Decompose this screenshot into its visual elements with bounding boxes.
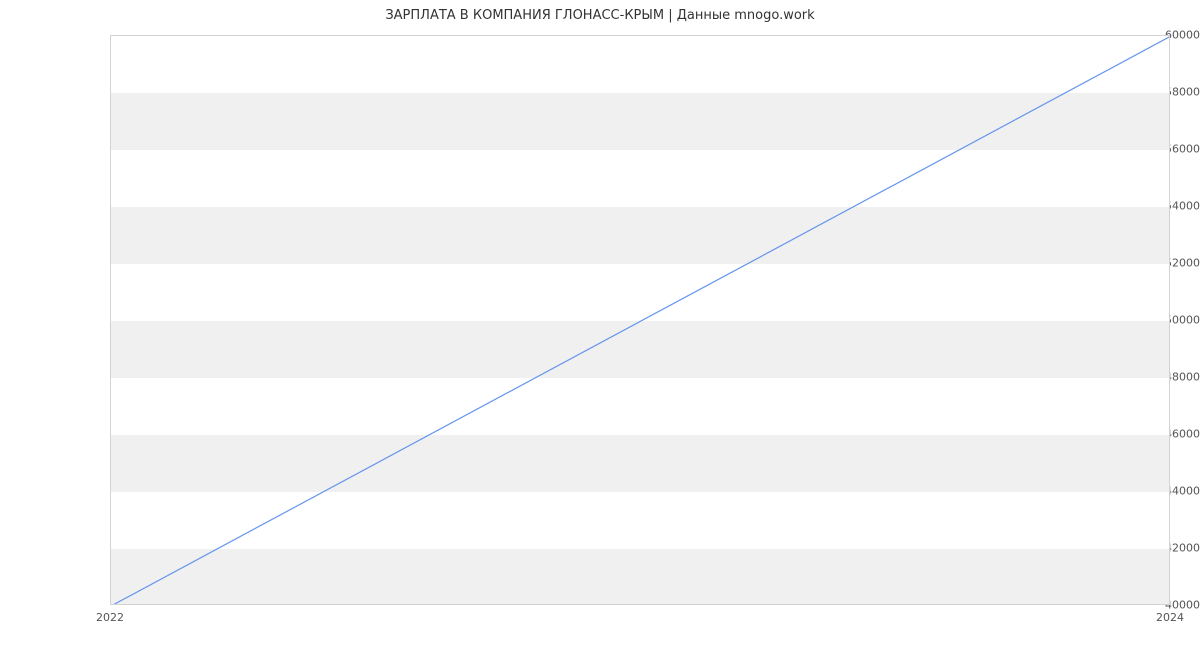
x-tick-label: 2024 (1156, 611, 1184, 624)
series-line (111, 36, 1170, 605)
line-series-svg (111, 36, 1170, 605)
plot-area (110, 35, 1170, 605)
chart-container: ЗАРПЛАТА В КОМПАНИЯ ГЛОНАСС-КРЫМ | Данны… (0, 0, 1200, 650)
chart-title: ЗАРПЛАТА В КОМПАНИЯ ГЛОНАСС-КРЫМ | Данны… (0, 8, 1200, 23)
x-tick-label: 2022 (96, 611, 124, 624)
